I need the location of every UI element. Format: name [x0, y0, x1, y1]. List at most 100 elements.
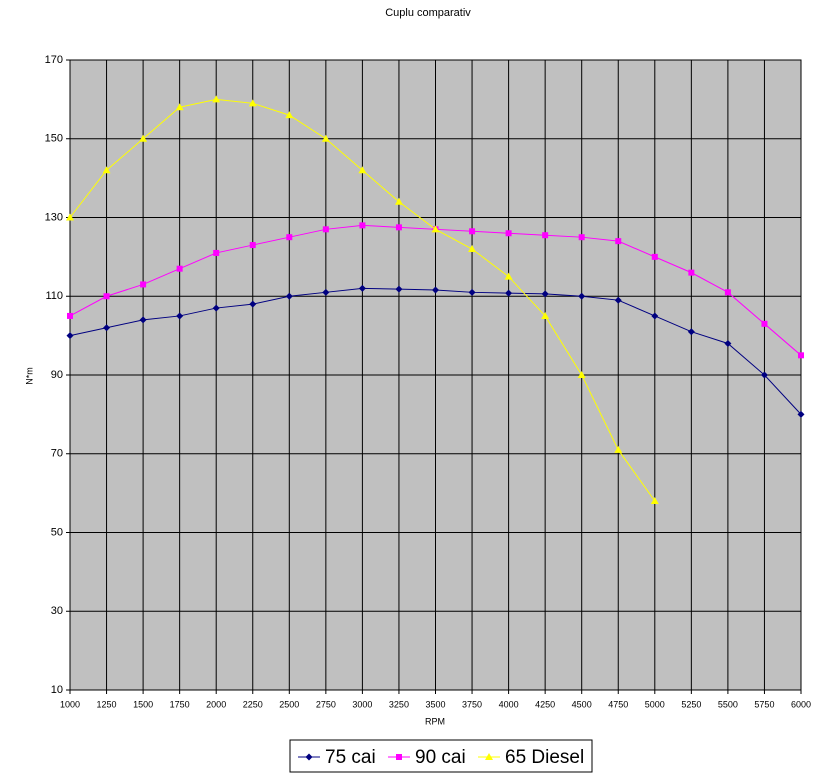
- marker: [541, 311, 550, 319]
- y-tick-label: 150: [45, 133, 63, 145]
- marker: [542, 232, 549, 239]
- marker: [139, 134, 148, 142]
- marker: [285, 292, 293, 300]
- marker: [102, 166, 111, 174]
- marker: [505, 289, 513, 297]
- marker: [321, 134, 330, 142]
- marker: [66, 332, 74, 340]
- marker: [175, 103, 184, 111]
- plot-border: [69, 59, 802, 691]
- marker: [395, 224, 402, 231]
- marker: [66, 213, 74, 221]
- marker: [396, 754, 402, 760]
- x-tick-label: 4000: [499, 699, 519, 709]
- marker: [359, 222, 366, 229]
- marker: [651, 312, 659, 320]
- marker: [615, 238, 622, 245]
- marker: [578, 292, 586, 300]
- marker: [650, 497, 659, 504]
- marker: [305, 753, 313, 761]
- marker: [212, 304, 220, 312]
- marker: [688, 269, 695, 276]
- x-tick-label: 1500: [133, 699, 153, 709]
- marker: [724, 340, 732, 347]
- marker: [176, 265, 183, 272]
- marker: [322, 288, 330, 296]
- legend-label: 90 cai: [415, 747, 466, 768]
- marker: [614, 296, 622, 304]
- marker: [724, 289, 731, 296]
- x-tick-label: 2750: [316, 699, 336, 709]
- marker: [578, 234, 585, 241]
- marker: [140, 281, 147, 288]
- x-tick-label: 1000: [60, 699, 80, 709]
- y-tick-label: 130: [45, 211, 63, 223]
- x-tick-label: 5000: [645, 699, 665, 709]
- x-tick-label: 1750: [170, 699, 190, 709]
- marker: [761, 320, 768, 327]
- x-tick-label: 5750: [754, 699, 774, 709]
- marker: [614, 445, 623, 453]
- marker: [358, 166, 367, 174]
- marker: [651, 253, 658, 260]
- legend-label: 75 cai: [325, 747, 376, 768]
- marker: [212, 95, 221, 103]
- chart-title: Cuplu comparativ: [385, 7, 471, 19]
- marker: [213, 249, 220, 256]
- y-axis-label: N*m: [24, 367, 34, 385]
- legend-box: [289, 739, 593, 773]
- marker: [322, 226, 329, 233]
- marker: [67, 312, 73, 319]
- x-tick-label: 3000: [352, 699, 372, 709]
- y-tick-label: 110: [45, 290, 63, 302]
- x-tick-label: 4750: [608, 699, 628, 709]
- x-tick-label: 2250: [243, 699, 263, 709]
- x-tick-label: 3250: [389, 699, 409, 709]
- marker: [358, 284, 366, 292]
- marker: [541, 290, 549, 298]
- marker: [285, 111, 294, 119]
- y-tick-label: 70: [51, 448, 63, 460]
- y-tick-label: 30: [51, 605, 63, 617]
- marker: [249, 242, 256, 249]
- marker: [468, 288, 476, 296]
- marker: [485, 753, 493, 760]
- y-tick-label: 10: [51, 684, 63, 696]
- marker: [505, 230, 512, 237]
- marker: [248, 99, 257, 107]
- x-tick-label: 1250: [97, 699, 117, 709]
- marker: [286, 234, 293, 241]
- marker: [687, 328, 695, 336]
- legend-label: 65 Diesel: [505, 747, 584, 768]
- x-tick-label: 3750: [462, 699, 482, 709]
- marker: [103, 324, 111, 332]
- x-tick-label: 4500: [572, 699, 592, 709]
- marker: [798, 352, 804, 359]
- x-tick-label: 5500: [718, 699, 738, 709]
- marker: [139, 316, 147, 324]
- marker: [103, 293, 110, 300]
- y-tick-label: 90: [51, 369, 63, 381]
- marker: [249, 300, 257, 308]
- x-tick-label: 3500: [425, 699, 445, 709]
- marker: [394, 197, 403, 205]
- marker: [469, 228, 476, 235]
- marker: [468, 245, 477, 252]
- marker: [176, 312, 184, 320]
- x-tick-label: 5250: [681, 699, 701, 709]
- marker: [504, 272, 513, 280]
- x-tick-label: 2000: [206, 699, 226, 709]
- x-tick-label: 4250: [535, 699, 555, 709]
- marker: [797, 410, 805, 418]
- y-tick-label: 170: [45, 54, 63, 66]
- marker: [431, 225, 440, 233]
- marker: [395, 285, 403, 293]
- marker: [760, 371, 768, 379]
- x-axis-label: RPM: [425, 716, 445, 726]
- x-tick-label: 6000: [791, 699, 811, 709]
- marker: [577, 371, 586, 378]
- y-tick-label: 50: [51, 526, 63, 538]
- marker: [432, 286, 439, 294]
- x-tick-label: 2500: [279, 699, 299, 709]
